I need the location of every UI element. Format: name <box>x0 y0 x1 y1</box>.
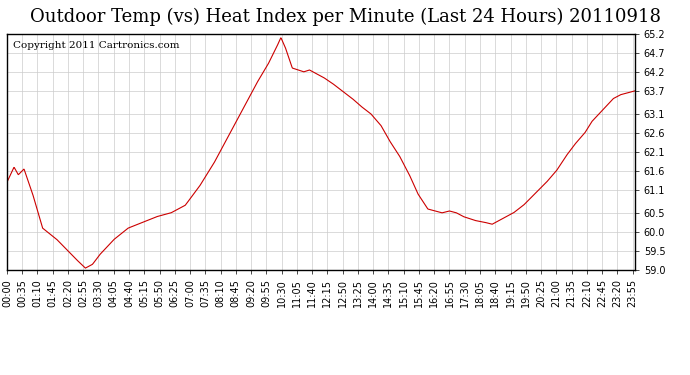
Text: Outdoor Temp (vs) Heat Index per Minute (Last 24 Hours) 20110918: Outdoor Temp (vs) Heat Index per Minute … <box>30 8 660 26</box>
Text: Copyright 2011 Cartronics.com: Copyright 2011 Cartronics.com <box>13 41 179 50</box>
